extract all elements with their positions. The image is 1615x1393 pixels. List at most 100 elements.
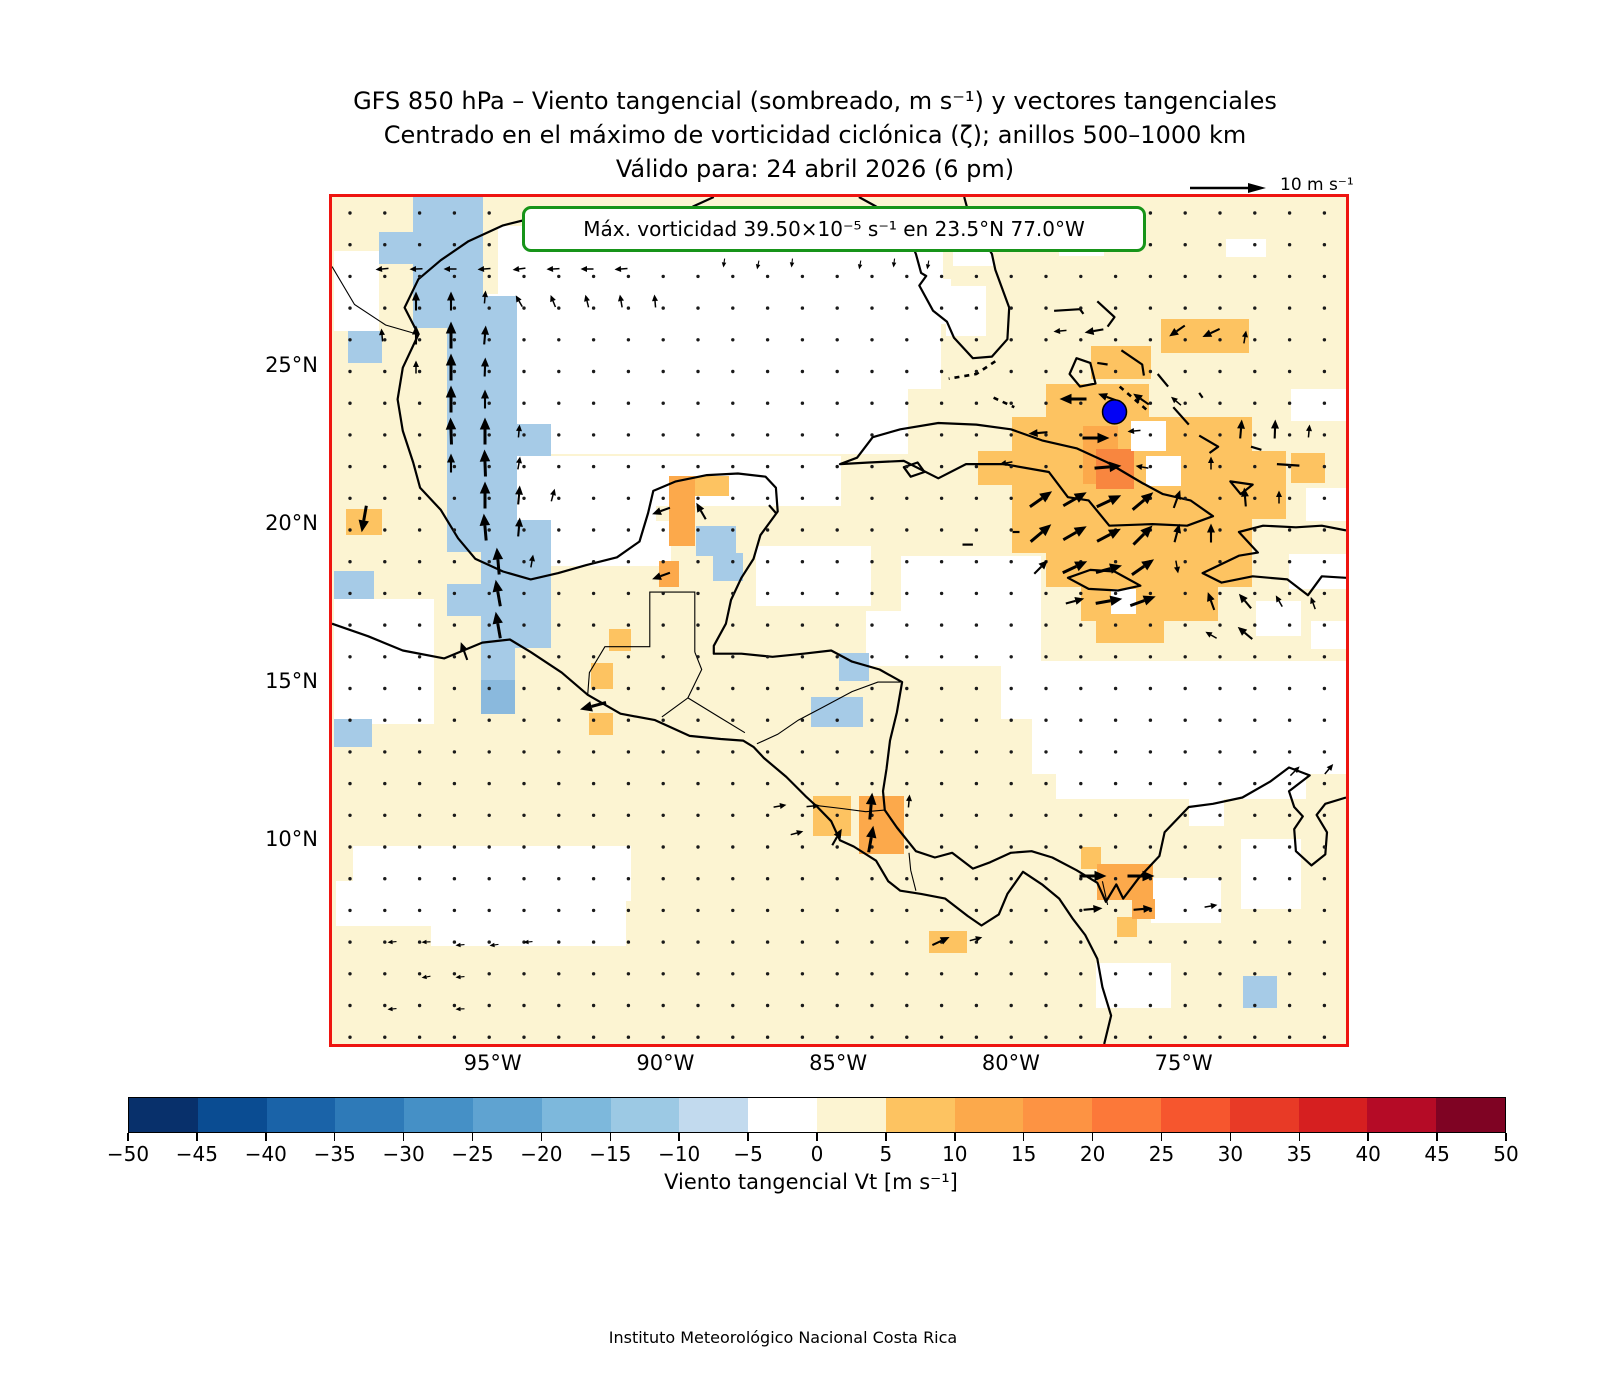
quiver-dot xyxy=(591,496,596,500)
quiver-arrow-head-icon xyxy=(515,485,523,495)
quiver-arrow-head-icon xyxy=(445,321,457,334)
quiver-dot xyxy=(1322,560,1327,564)
quiver-dot xyxy=(522,908,526,913)
quiver-dot xyxy=(974,655,979,659)
quiver-dot xyxy=(626,274,631,279)
quiver-dot xyxy=(1183,718,1187,722)
quiver-dot xyxy=(974,750,979,754)
quiver-arrow-head-icon xyxy=(445,417,457,430)
colorbar-tick xyxy=(954,1133,956,1141)
coastline-mayaguana xyxy=(1250,445,1262,451)
quiver-dot xyxy=(696,655,700,659)
quiver-dot xyxy=(661,433,665,437)
quiver-dot xyxy=(800,369,805,374)
quiver-dot xyxy=(835,464,839,469)
quiver-dot xyxy=(557,591,561,596)
quiver-arrow xyxy=(969,938,977,942)
quiver-arrow xyxy=(1175,400,1182,406)
quiver-dot xyxy=(591,338,596,342)
quiver-arrow-head-icon xyxy=(580,701,593,712)
quiver-dot xyxy=(626,655,631,659)
quiver-dot xyxy=(1287,274,1292,279)
quiver-arrow xyxy=(1131,564,1146,576)
quiver-dot xyxy=(1079,464,1083,469)
shading-cell-w xyxy=(901,556,1041,611)
quiver-dot xyxy=(626,306,631,310)
quiver-arrow xyxy=(496,559,501,575)
quiver-dot xyxy=(591,369,596,374)
quiver-arrow xyxy=(426,975,431,978)
quiver-dot xyxy=(626,528,631,532)
quiver-dot xyxy=(1183,243,1187,247)
quiver-arrow xyxy=(1312,602,1316,610)
quiver-dot xyxy=(417,464,422,469)
quiver-dot xyxy=(1287,750,1292,754)
quiver-dot xyxy=(348,528,352,532)
quiver-dot xyxy=(1148,211,1153,215)
quiver-dot xyxy=(800,972,805,976)
quiver-dot xyxy=(1183,369,1187,374)
quiver-arrow xyxy=(591,701,607,708)
quiver-dot xyxy=(1183,560,1187,564)
quiver-dot xyxy=(1322,686,1327,691)
colorbar-tick-label: 30 xyxy=(1217,1142,1244,1166)
colorbar-tick-label: −35 xyxy=(313,1142,356,1166)
coastline-cozumel xyxy=(768,504,777,514)
quiver-dot xyxy=(452,718,457,722)
quiver-arrow-head-icon xyxy=(481,357,489,367)
quiver-arrow-head-icon xyxy=(618,294,624,302)
quiver-dot xyxy=(870,528,874,532)
quiver-arrow-head-icon xyxy=(412,291,420,301)
quiver-arrow xyxy=(483,525,488,541)
quiver-dot xyxy=(1287,1003,1292,1008)
quiver-arrow-head-icon xyxy=(1242,330,1248,338)
shading-cell-w xyxy=(756,546,871,606)
colorbar-tick-label: −10 xyxy=(658,1142,701,1166)
quiver-dot xyxy=(1218,750,1222,754)
quiver-dot xyxy=(731,623,735,627)
quiver-dot xyxy=(765,496,770,500)
quiver-arrow-head-icon xyxy=(891,262,897,268)
quiver-dot xyxy=(800,306,805,310)
quiver-dot xyxy=(1218,623,1222,627)
quiver-dot xyxy=(800,338,805,342)
quiver-dot xyxy=(487,655,491,659)
quiver-dot xyxy=(452,1035,457,1039)
quiver-dot xyxy=(1148,338,1153,342)
quiver-dot xyxy=(348,877,352,881)
quiver-arrow-head-icon xyxy=(1174,566,1180,574)
quiver-dot xyxy=(452,496,457,500)
coastline-isla-juventud xyxy=(902,461,926,478)
quiver-dot xyxy=(487,686,491,691)
quiver-dot xyxy=(1009,274,1013,279)
quiver-dot xyxy=(870,1003,874,1008)
quiver-arrow-head-icon xyxy=(1059,393,1072,405)
quiver-dot xyxy=(696,464,700,469)
quiver-dot xyxy=(383,718,387,722)
quiver-dot xyxy=(1253,528,1257,532)
colorbar-tick-label: 45 xyxy=(1424,1142,1450,1166)
quiver-dot xyxy=(870,940,874,944)
quiver-dot xyxy=(765,623,770,627)
quiver-dot xyxy=(800,877,805,881)
quiver-dot xyxy=(1044,718,1048,722)
colorbar xyxy=(128,1097,1506,1133)
shading-cell-w xyxy=(901,279,951,324)
quiver-dot xyxy=(870,972,874,976)
quiver-arrow-head-icon xyxy=(479,449,491,462)
quiver-dot xyxy=(870,781,874,786)
shading-cell-o2 xyxy=(859,796,904,854)
quiver-dot xyxy=(870,623,874,627)
quiver-dot xyxy=(591,781,596,786)
quiver-dot xyxy=(1009,940,1013,944)
quiver-dot xyxy=(800,813,805,817)
quiver-arrow-head-icon xyxy=(906,794,912,802)
quiver-dot xyxy=(1253,845,1257,849)
quiver-arrow xyxy=(1131,498,1146,511)
quiver-dot xyxy=(1253,464,1257,469)
quiver-dot xyxy=(1009,623,1013,627)
shading-cell-w xyxy=(1096,963,1171,1008)
quiver-dot xyxy=(626,813,631,817)
quiver-dot xyxy=(1079,718,1083,722)
quiver-dot xyxy=(522,781,526,786)
